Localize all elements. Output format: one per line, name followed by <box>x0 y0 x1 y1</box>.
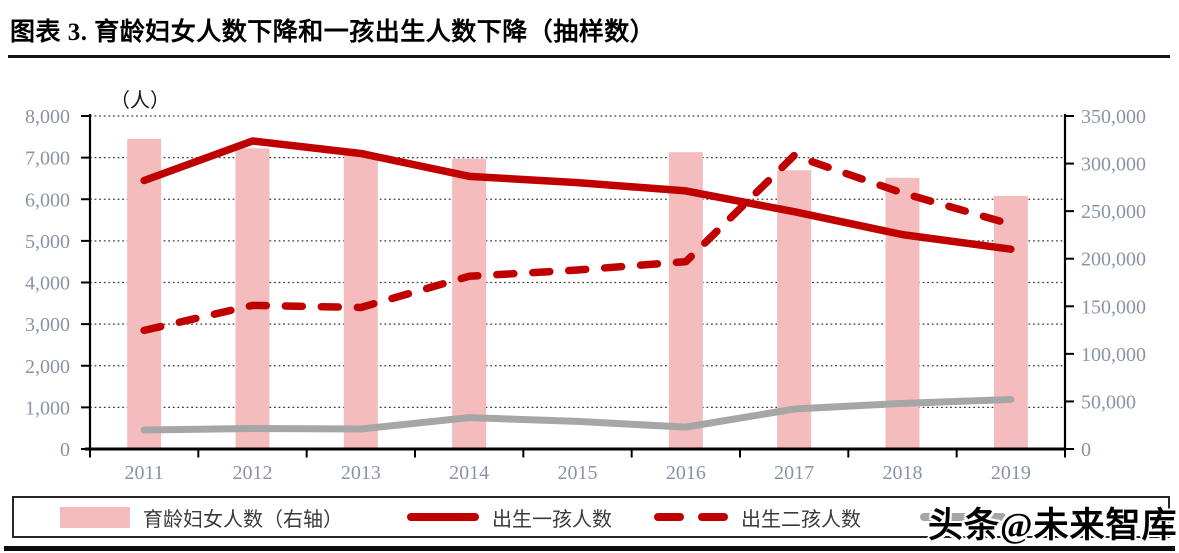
right-axis-tick-label: 300,000 <box>1081 154 1146 176</box>
legend-label: 出生二孩人数 <box>741 508 861 531</box>
red-dashed-line-swatch-icon <box>654 513 728 521</box>
legend-item-women: 育龄妇女人数（右轴） <box>60 498 343 536</box>
x-axis-year-label: 2012 <box>233 462 273 484</box>
left-axis-tick-label: 5,000 <box>25 231 70 253</box>
legend-label: 育龄妇女人数（右轴） <box>143 508 343 531</box>
legend-label: 出生一孩人数 <box>492 508 612 531</box>
right-axis-tick-label: 250,000 <box>1081 201 1146 223</box>
bar-2016 <box>668 152 703 449</box>
legend-item-first-child: 出生一孩人数 <box>407 498 612 536</box>
pink-bar-swatch-icon <box>60 506 130 528</box>
bottom-rule <box>4 546 1175 551</box>
figure-title: 图表 3. 育龄妇女人数下降和一孩出生人数下降（抽样数） <box>10 19 656 46</box>
left-axis-tick-label: 7,000 <box>25 148 70 170</box>
title-rule <box>8 55 1170 58</box>
line-出生二孩人数 <box>140 151 1015 335</box>
right-axis-tick-label: 50,000 <box>1081 391 1136 413</box>
chart-plot: 0 1,000 2,000 3,000 4,000 5,000 6,000 7,000 8,00… <box>25 106 1146 484</box>
x-axis-year-label: 2014 <box>449 462 489 484</box>
gray-line <box>140 396 1015 434</box>
x-axis-year-label: 2016 <box>666 462 706 484</box>
right-axis-tick-label: 200,000 <box>1081 249 1146 271</box>
right-axis-tick-label: 0 <box>1081 439 1091 461</box>
left-axis-tick-label: 6,000 <box>25 189 70 211</box>
bar-2019 <box>993 195 1028 449</box>
bar-2014 <box>452 158 487 450</box>
left-axis-unit-label: （人） <box>110 90 170 112</box>
left-axis-tick-label: 0 <box>60 439 70 461</box>
x-axis-year-label: 2019 <box>991 462 1031 484</box>
left-axis-tick-label: 4,000 <box>25 273 70 295</box>
right-axis-tick-label: 150,000 <box>1081 296 1146 318</box>
left-axis-tick-label: 1,000 <box>25 397 70 419</box>
watermark: 头条@未来智库 <box>928 506 1178 545</box>
gray-line-swatch-icon <box>920 513 1006 521</box>
left-axis-tick-label: 8,000 <box>25 106 70 128</box>
x-axis-year-label: 2017 <box>774 462 814 484</box>
left-axis-tick-label: 3,000 <box>25 314 70 336</box>
legend-item-gray-series <box>920 498 1019 536</box>
bar-2012 <box>235 148 270 449</box>
legend: 育龄妇女人数（右轴） 出生一孩人数 出生二孩人数 <box>12 496 1170 538</box>
legend-item-second-child: 出生二孩人数 <box>654 498 861 536</box>
x-axis-year-label: 2013 <box>341 462 381 484</box>
right-axis-tick-label: 100,000 <box>1081 344 1146 366</box>
bar-2011 <box>127 138 162 449</box>
x-axis-year-label: 2011 <box>125 462 164 484</box>
x-axis-year-label: 2015 <box>558 462 598 484</box>
red-solid-line-swatch-icon <box>407 513 479 521</box>
bar-2018 <box>885 177 920 450</box>
right-axis-tick-label: 350,000 <box>1081 106 1146 128</box>
line-出生一孩人数 <box>140 137 1015 253</box>
left-axis-tick-label: 2,000 <box>25 356 70 378</box>
x-axis-year-label: 2018 <box>883 462 923 484</box>
